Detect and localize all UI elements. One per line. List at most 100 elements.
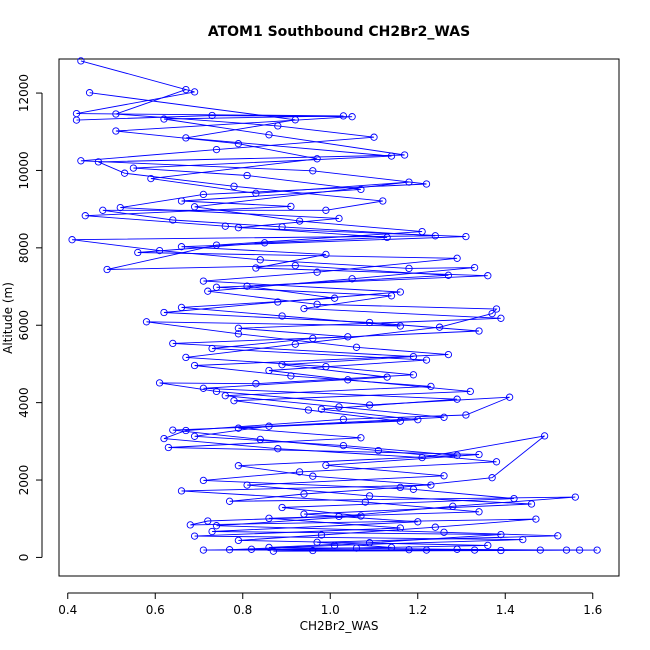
data-point: [374, 446, 383, 455]
data-point: [221, 392, 229, 400]
y-tick-label: 10000: [17, 151, 31, 189]
data-point: [291, 340, 299, 348]
data-point: [85, 89, 94, 97]
data-point: [339, 112, 348, 120]
data-point: [444, 271, 453, 279]
data-point: [427, 382, 435, 391]
data-point: [225, 497, 234, 505]
data-point: [396, 524, 404, 532]
data-point: [234, 324, 243, 332]
data-point: [488, 474, 496, 482]
y-axis-label: Altitude (m): [1, 282, 15, 354]
data-point: [540, 432, 549, 440]
data-point: [177, 243, 186, 251]
data-point: [278, 361, 286, 369]
data-point: [532, 515, 540, 523]
data-point: [234, 140, 243, 148]
data-point: [252, 264, 260, 272]
y-tick-label: 6000: [17, 310, 31, 341]
data-point: [405, 264, 413, 273]
data-point: [400, 151, 409, 159]
data-point: [278, 503, 286, 512]
data-point: [462, 411, 470, 419]
data-point: [77, 57, 85, 65]
x-tick-label: 0.4: [58, 603, 77, 617]
data-point: [519, 535, 527, 544]
data-point: [160, 115, 168, 123]
data-point: [484, 541, 492, 550]
data-point: [571, 493, 579, 501]
data-point: [313, 268, 321, 276]
data-point: [431, 523, 439, 531]
data-point: [344, 333, 352, 341]
data-point: [313, 155, 321, 163]
data-point: [230, 182, 238, 190]
data-point: [234, 224, 243, 232]
data-point: [265, 131, 273, 139]
x-tick-label: 1.6: [583, 603, 602, 617]
data-point: [492, 458, 501, 466]
data-point: [361, 498, 369, 506]
data-point: [177, 303, 186, 312]
data-point: [348, 113, 356, 121]
data-point: [186, 521, 194, 529]
data-point: [212, 145, 221, 154]
data-point: [295, 217, 304, 225]
data-point: [475, 327, 483, 335]
data-point: [396, 483, 404, 492]
data-point: [265, 543, 273, 552]
data-point: [182, 353, 190, 362]
x-axis-label: CH2Br2_WAS: [300, 619, 379, 633]
data-point: [274, 122, 282, 130]
data-point: [81, 212, 89, 220]
data-point: [77, 157, 85, 165]
data-point: [116, 203, 124, 212]
data-point: [300, 304, 308, 313]
data-point: [169, 216, 177, 224]
data-point: [234, 424, 243, 432]
data-point: [593, 546, 601, 554]
data-point: [199, 190, 208, 199]
data-point: [68, 236, 76, 244]
data-point: [414, 416, 422, 424]
data-point: [112, 127, 120, 135]
data-point: [335, 214, 343, 223]
data-point: [190, 432, 199, 440]
y-tick-label: 2000: [17, 465, 31, 496]
data-point: [414, 518, 422, 526]
plot-frame: [58, 58, 620, 577]
data-point: [287, 372, 295, 380]
data-layer: [68, 57, 601, 555]
data-point: [475, 508, 483, 516]
y-tick-label: 4000: [17, 387, 31, 418]
data-point: [234, 536, 243, 545]
data-point: [182, 426, 190, 435]
data-point: [396, 288, 404, 296]
data-point: [112, 110, 120, 118]
data-point: [440, 413, 448, 421]
data-point: [260, 239, 269, 247]
data-point: [383, 373, 391, 381]
data-point: [190, 361, 199, 370]
data-point: [291, 261, 299, 270]
data-point: [252, 189, 260, 197]
data-point: [348, 275, 356, 283]
data-point: [387, 292, 396, 300]
data-point: [335, 403, 343, 411]
data-point: [265, 514, 273, 522]
data-point: [365, 492, 374, 500]
data-point: [169, 339, 177, 348]
series: [81, 89, 584, 554]
data-point: [208, 111, 216, 120]
data-point: [103, 265, 111, 274]
data-point: [199, 546, 208, 554]
data-point: [160, 308, 168, 317]
data-point: [164, 443, 173, 452]
data-point: [208, 527, 216, 536]
data-point: [379, 197, 387, 205]
data-point: [177, 487, 186, 495]
data-point: [72, 116, 81, 124]
data-point: [357, 185, 365, 194]
data-point: [440, 472, 448, 480]
data-point: [488, 309, 496, 318]
